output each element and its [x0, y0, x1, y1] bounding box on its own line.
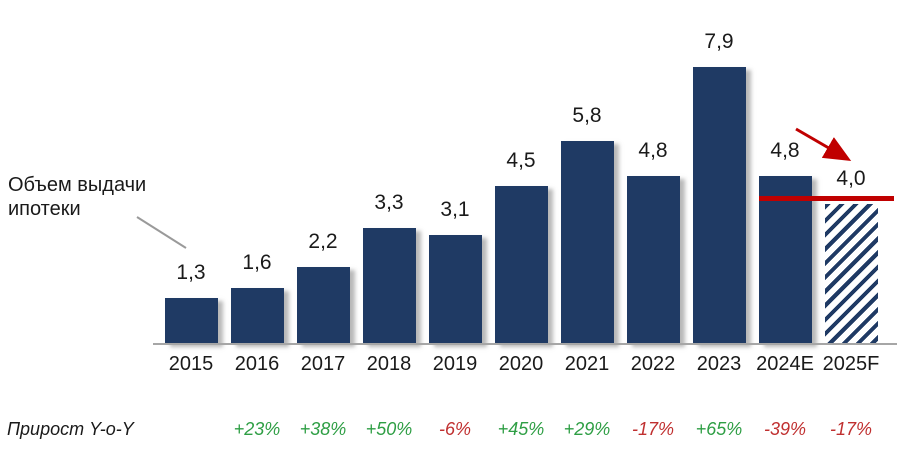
growth-value: -17%: [631, 419, 675, 439]
bar-value-label: 1,6: [242, 251, 272, 274]
bar: [230, 288, 284, 344]
bar: [362, 228, 416, 344]
bar-column-2024E: 4,8 2024E -39%: [752, 0, 818, 453]
bar-column-2016: 1,6 2016 +23%: [224, 0, 290, 453]
bar-value-label: 1,3: [176, 261, 206, 284]
bar-column-2022: 4,8 2022 -17%: [620, 0, 686, 453]
bar-column-2018: 3,3 2018 +50%: [356, 0, 422, 453]
bar-value-label: 4,8: [638, 139, 668, 162]
growth-value: -6%: [438, 419, 471, 439]
bar-value-label: 5,8: [572, 104, 602, 127]
forecast-bar: [824, 204, 878, 344]
x-tick-label: 2021: [564, 353, 610, 375]
bar-column-2023: 7,9 2023 +65%: [686, 0, 752, 453]
bar-column-2021: 5,8 2021 +29%: [554, 0, 620, 453]
bar-value-label: 2,2: [308, 230, 338, 253]
x-tick-label: 2024E: [756, 353, 814, 375]
x-tick-label: 2018: [366, 353, 412, 375]
growth-value: +29%: [563, 419, 611, 439]
x-axis-line: [153, 343, 897, 345]
bar: [758, 176, 812, 344]
bar-value-label: 7,9: [704, 30, 734, 53]
growth-value: +38%: [299, 419, 347, 439]
bar-value-label: 4,8: [770, 139, 800, 162]
growth-value: +23%: [233, 419, 281, 439]
bar-column-2015: 1,3 2015: [158, 0, 224, 453]
bar: [428, 235, 482, 344]
x-tick-label: 2015: [168, 353, 214, 375]
bar: [494, 186, 548, 344]
growth-value: -39%: [763, 419, 807, 439]
x-tick-label: 2019: [432, 353, 478, 375]
plot-area: 1,3 2015 1,6 2016 +23% 2,2 2017 +38% 3,3 2018 +50%…: [158, 0, 884, 453]
bar-value-label: 3,3: [374, 191, 404, 214]
bar-column-2025F: 4,0 2025F -17%: [818, 0, 884, 453]
growth-value: -17%: [829, 419, 873, 439]
chart-title: Объем выдачи ипотеки: [8, 174, 147, 220]
growth-value: +65%: [695, 419, 743, 439]
bar-value-label: 4,0: [836, 167, 866, 190]
trend-down-arrow: [795, 127, 852, 162]
x-tick-label: 2023: [696, 353, 742, 375]
title-leader-line: [136, 216, 187, 249]
bar: [560, 141, 614, 344]
bar-column-2020: 4,5 2020 +45%: [488, 0, 554, 453]
x-tick-label: 2017: [300, 353, 346, 375]
bar-value-label: 3,1: [440, 198, 470, 221]
x-tick-label: 2020: [498, 353, 544, 375]
bar-value-label: 4,5: [506, 149, 536, 172]
growth-value: +50%: [365, 419, 413, 439]
bar-column-2017: 2,2 2017 +38%: [290, 0, 356, 453]
bar: [164, 298, 218, 344]
forecast-target-line: [759, 196, 894, 201]
growth-row-label: Прирост Y-o-Y: [7, 419, 134, 439]
x-tick-label: 2025F: [822, 353, 880, 375]
x-tick-label: 2016: [234, 353, 280, 375]
bar-column-2019: 3,1 2019 -6%: [422, 0, 488, 453]
bar: [296, 267, 350, 344]
x-tick-label: 2022: [630, 353, 676, 375]
bar: [626, 176, 680, 344]
growth-value: +45%: [497, 419, 545, 439]
bar: [692, 67, 746, 344]
